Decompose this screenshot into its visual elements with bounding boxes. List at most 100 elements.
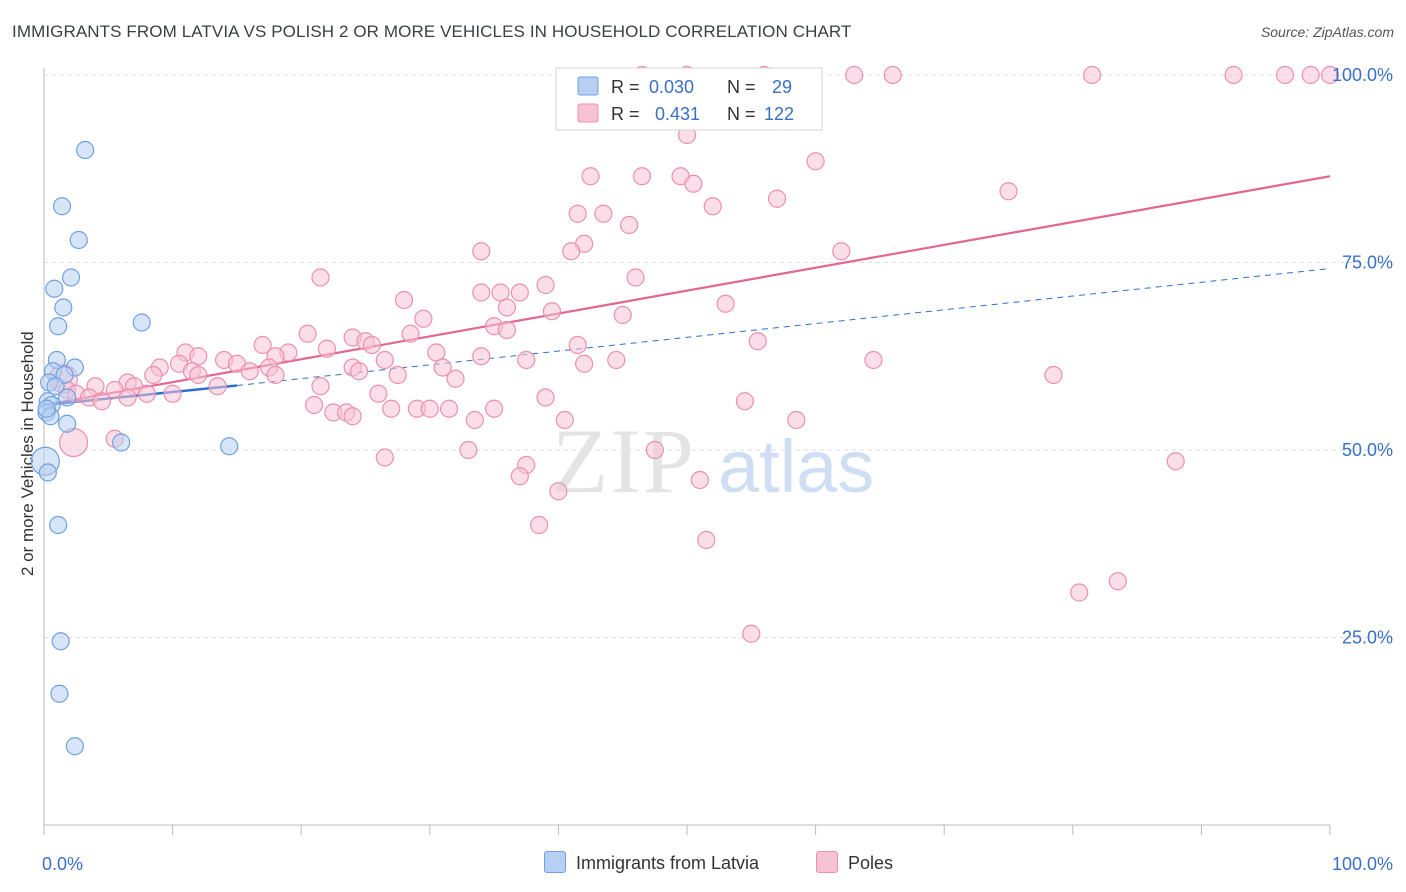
point-poles (1320, 65, 1340, 85)
point-poles (613, 305, 632, 325)
point-poles (1301, 65, 1320, 85)
point-poles (555, 410, 574, 430)
point-poles (703, 197, 722, 216)
gridlines (44, 74, 1392, 638)
point-poles (999, 182, 1018, 201)
point-poles (626, 268, 645, 287)
point-latvia (38, 463, 57, 482)
point-latvia (65, 737, 84, 756)
legend-swatch-latvia (577, 76, 599, 96)
chart-title: IMMIGRANTS FROM LATVIA VS POLISH 2 OR MO… (12, 22, 852, 41)
legend-r-label-poles: R = (611, 104, 640, 124)
chart-source: Source: ZipAtlas.com (1260, 24, 1394, 40)
point-poles (349, 362, 369, 381)
point-poles (497, 298, 517, 317)
point-poles (510, 283, 529, 302)
point-latvia (37, 399, 56, 418)
point-latvia (69, 230, 88, 250)
y-tick-label: 25.0% (1342, 628, 1393, 648)
point-poles (298, 324, 317, 343)
point-poles (697, 530, 716, 550)
point-poles (491, 283, 510, 302)
point-poles (542, 302, 562, 321)
point-latvia (112, 433, 131, 452)
point-latvia (45, 279, 64, 298)
point-poles (433, 358, 452, 377)
point-poles (684, 174, 703, 193)
point-poles (1275, 65, 1295, 85)
point-latvia (54, 298, 73, 317)
point-poles (343, 407, 362, 426)
point-poles (311, 377, 330, 396)
point-poles (311, 268, 330, 287)
trend-line-poles (43, 175, 1331, 407)
point-poles (497, 320, 517, 340)
point-poles (317, 339, 337, 358)
legend-box (555, 67, 823, 131)
point-poles (1082, 65, 1102, 85)
point-latvia (132, 313, 151, 332)
point-latvia (220, 437, 239, 456)
point-poles (1224, 65, 1243, 85)
point-poles (92, 392, 111, 411)
point-poles (767, 189, 787, 208)
point-poles (568, 335, 587, 355)
point-poles (581, 167, 600, 186)
point-poles (394, 290, 414, 310)
point-poles (690, 470, 709, 490)
point-latvia (76, 140, 95, 160)
point-poles (459, 440, 478, 460)
point-poles (465, 410, 484, 430)
point-poles (446, 369, 465, 388)
point-poles (536, 275, 555, 295)
point-poles (439, 399, 459, 418)
point-poles (549, 482, 568, 501)
point-poles (266, 365, 285, 385)
point-latvia (52, 197, 72, 216)
legend-n-value-poles: 122 (764, 104, 794, 124)
legend-bottom-swatch-latvia (544, 851, 566, 873)
point-latvia (51, 632, 70, 651)
point-poles (607, 350, 626, 370)
point-poles (517, 350, 536, 370)
point-poles (137, 384, 156, 403)
point-poles (716, 294, 735, 313)
point-latvia (49, 317, 68, 336)
legend-swatch-poles (577, 103, 599, 123)
legend-r-value-latvia: 0.030 (649, 77, 694, 97)
legend-bottom-swatch-poles (816, 851, 838, 873)
legend-item-poles: Poles (816, 851, 893, 874)
y-tick-label: 100.0% (1332, 65, 1393, 85)
legend-bottom-label-latvia: Immigrants from Latvia (576, 853, 760, 873)
point-poles (401, 324, 420, 343)
point-poles (375, 350, 394, 370)
axes (43, 68, 1331, 835)
point-latvia (50, 684, 69, 703)
point-poles (883, 65, 902, 85)
point-poles (748, 332, 767, 351)
point-poles (530, 515, 549, 535)
point-poles (208, 377, 227, 396)
point-poles (806, 152, 825, 171)
point-poles (594, 204, 613, 223)
legend-n-value-latvia: 29 (772, 77, 792, 97)
point-poles (362, 335, 382, 355)
legend-r-value-poles: 0.431 (655, 104, 700, 124)
watermark-atlas: atlas (718, 425, 874, 508)
point-poles (253, 335, 272, 355)
point-poles (472, 242, 491, 261)
y-tick-label: 50.0% (1342, 440, 1393, 460)
point-poles (427, 343, 446, 362)
point-poles (562, 242, 581, 261)
point-poles (382, 399, 401, 418)
point-poles (118, 388, 137, 407)
point-poles (375, 448, 394, 467)
point-poles (832, 242, 851, 261)
point-poles (144, 365, 163, 385)
legend-n-label-poles: N = (727, 104, 756, 124)
point-poles (414, 309, 433, 328)
point-poles (575, 354, 594, 373)
point-poles (1070, 583, 1089, 602)
point-poles (645, 440, 664, 460)
point-poles (58, 427, 89, 458)
